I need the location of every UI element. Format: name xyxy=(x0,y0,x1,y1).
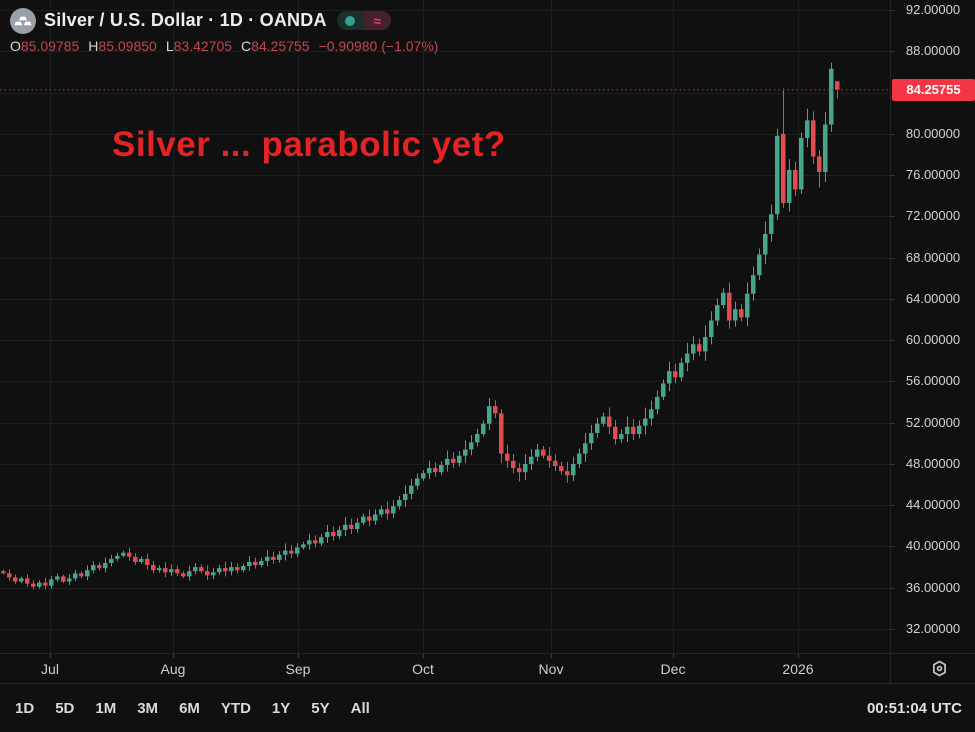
chart-legend: Silver / U.S. Dollar · 1D · OANDA ≈ O85.… xyxy=(10,7,438,54)
close-value: 84.25755 xyxy=(251,38,310,54)
time-axis-label: Nov xyxy=(538,661,564,677)
time-axis-tick xyxy=(298,654,299,658)
range-selector: 1D 5D 1M 3M 6M YTD 1Y 5Y All xyxy=(13,698,372,719)
price-axis-tick xyxy=(891,423,895,424)
price-axis[interactable]: 84.25755 92.00000 88.00000 80.00000 76.0000… xyxy=(890,0,975,683)
price-axis-tick xyxy=(891,464,895,465)
range-button-all[interactable]: All xyxy=(350,699,370,717)
price-axis-label: 68.00000 xyxy=(905,249,961,265)
range-button-1y[interactable]: 1Y xyxy=(271,699,291,717)
clock-utc[interactable]: 00:51:04 UTC xyxy=(866,699,962,717)
scales-settings-icon[interactable] xyxy=(930,659,949,683)
time-axis-tick xyxy=(50,654,51,658)
symbol-title-row: Silver / U.S. Dollar · 1D · OANDA ≈ xyxy=(10,7,438,34)
price-axis-tick xyxy=(891,340,895,341)
price-axis-tick xyxy=(891,505,895,506)
price-axis-tick xyxy=(891,258,895,259)
time-axis-label: Jul xyxy=(41,661,59,677)
candlestick-chart[interactable] xyxy=(0,0,890,653)
silver-logo-icon xyxy=(10,7,36,34)
range-button-6m[interactable]: 6M xyxy=(179,699,200,717)
time-axis-label: Sep xyxy=(285,661,311,677)
price-axis-tick xyxy=(891,299,895,300)
approx-data-icon[interactable]: ≈ xyxy=(363,11,391,30)
time-axis[interactable]: Jul Aug Sep Oct Nov Dec 2026 xyxy=(0,653,975,683)
price-axis-label: 56.00000 xyxy=(905,373,961,389)
price-axis-label: 48.00000 xyxy=(905,455,961,471)
change-value: −0.90980 (−1.07%) xyxy=(318,38,439,54)
price-axis-label: 64.00000 xyxy=(905,290,961,306)
price-axis-tick xyxy=(891,629,895,630)
high-value: 85.09850 xyxy=(98,38,157,54)
time-axis-tick xyxy=(551,654,552,658)
price-axis-label: 40.00000 xyxy=(905,538,961,554)
time-axis-label: Aug xyxy=(160,661,186,677)
price-axis-label: 60.00000 xyxy=(905,332,961,348)
price-axis-label: 52.00000 xyxy=(905,414,961,430)
data-mode-toggle[interactable]: ≈ xyxy=(336,11,391,30)
ohlc-low: L83.42705 xyxy=(166,38,232,54)
price-axis-tick xyxy=(891,134,895,135)
range-button-1d[interactable]: 1D xyxy=(15,699,35,717)
price-axis-tick xyxy=(891,546,895,547)
price-axis-tick xyxy=(891,588,895,589)
symbol-title[interactable]: Silver / U.S. Dollar · 1D · OANDA xyxy=(44,10,327,30)
price-axis-label: 44.00000 xyxy=(905,497,961,513)
price-axis-label: 32.00000 xyxy=(905,621,961,636)
last-price-badge: 84.25755 xyxy=(892,78,975,101)
price-axis-label: 80.00000 xyxy=(905,125,961,141)
time-axis-label: Dec xyxy=(660,661,686,677)
ohlc-close: C84.25755 xyxy=(241,38,310,54)
ohlc-high: H85.09850 xyxy=(88,38,157,54)
price-axis-tick xyxy=(891,175,895,176)
low-value: 83.42705 xyxy=(173,38,233,54)
open-label: O xyxy=(10,38,21,54)
price-axis-tick xyxy=(891,216,895,217)
price-axis-label: 92.00000 xyxy=(905,2,961,17)
range-button-5y[interactable]: 5Y xyxy=(311,699,330,717)
time-axis-tick xyxy=(798,654,799,658)
price-axis-label: 36.00000 xyxy=(905,579,961,595)
ohlc-open: O85.09785 xyxy=(10,38,79,54)
range-button-ytd[interactable]: YTD xyxy=(220,699,251,717)
close-label: C xyxy=(241,38,252,54)
price-axis-tick xyxy=(891,51,895,52)
time-axis-tick xyxy=(173,654,174,658)
price-axis-label: 88.00000 xyxy=(905,43,961,59)
price-axis-label: 72.00000 xyxy=(905,208,961,224)
bottom-toolbar: 1D 5D 1M 3M 6M YTD 1Y 5Y All 00:51:04 UTC xyxy=(0,683,975,732)
time-axis-tick xyxy=(673,654,674,658)
price-axis-tick xyxy=(891,381,895,382)
ohlc-readout: O85.09785 H85.09850 L83.42705 C84.25755 … xyxy=(10,38,438,54)
open-value: 85.09785 xyxy=(20,38,80,54)
range-button-5d[interactable]: 5D xyxy=(55,699,75,717)
range-button-1m[interactable]: 1M xyxy=(95,699,117,717)
time-axis-label: Oct xyxy=(412,661,434,677)
text-annotation[interactable]: Silver ... parabolic yet? xyxy=(112,125,506,164)
price-axis-tick xyxy=(891,10,895,11)
time-axis-label: 2026 xyxy=(782,661,814,677)
market-open-dot-icon[interactable] xyxy=(336,11,364,30)
range-button-3m[interactable]: 3M xyxy=(137,699,159,717)
low-label: L xyxy=(165,38,174,54)
high-label: H xyxy=(88,38,99,54)
time-axis-tick xyxy=(423,654,424,658)
price-axis-label: 76.00000 xyxy=(905,167,961,183)
